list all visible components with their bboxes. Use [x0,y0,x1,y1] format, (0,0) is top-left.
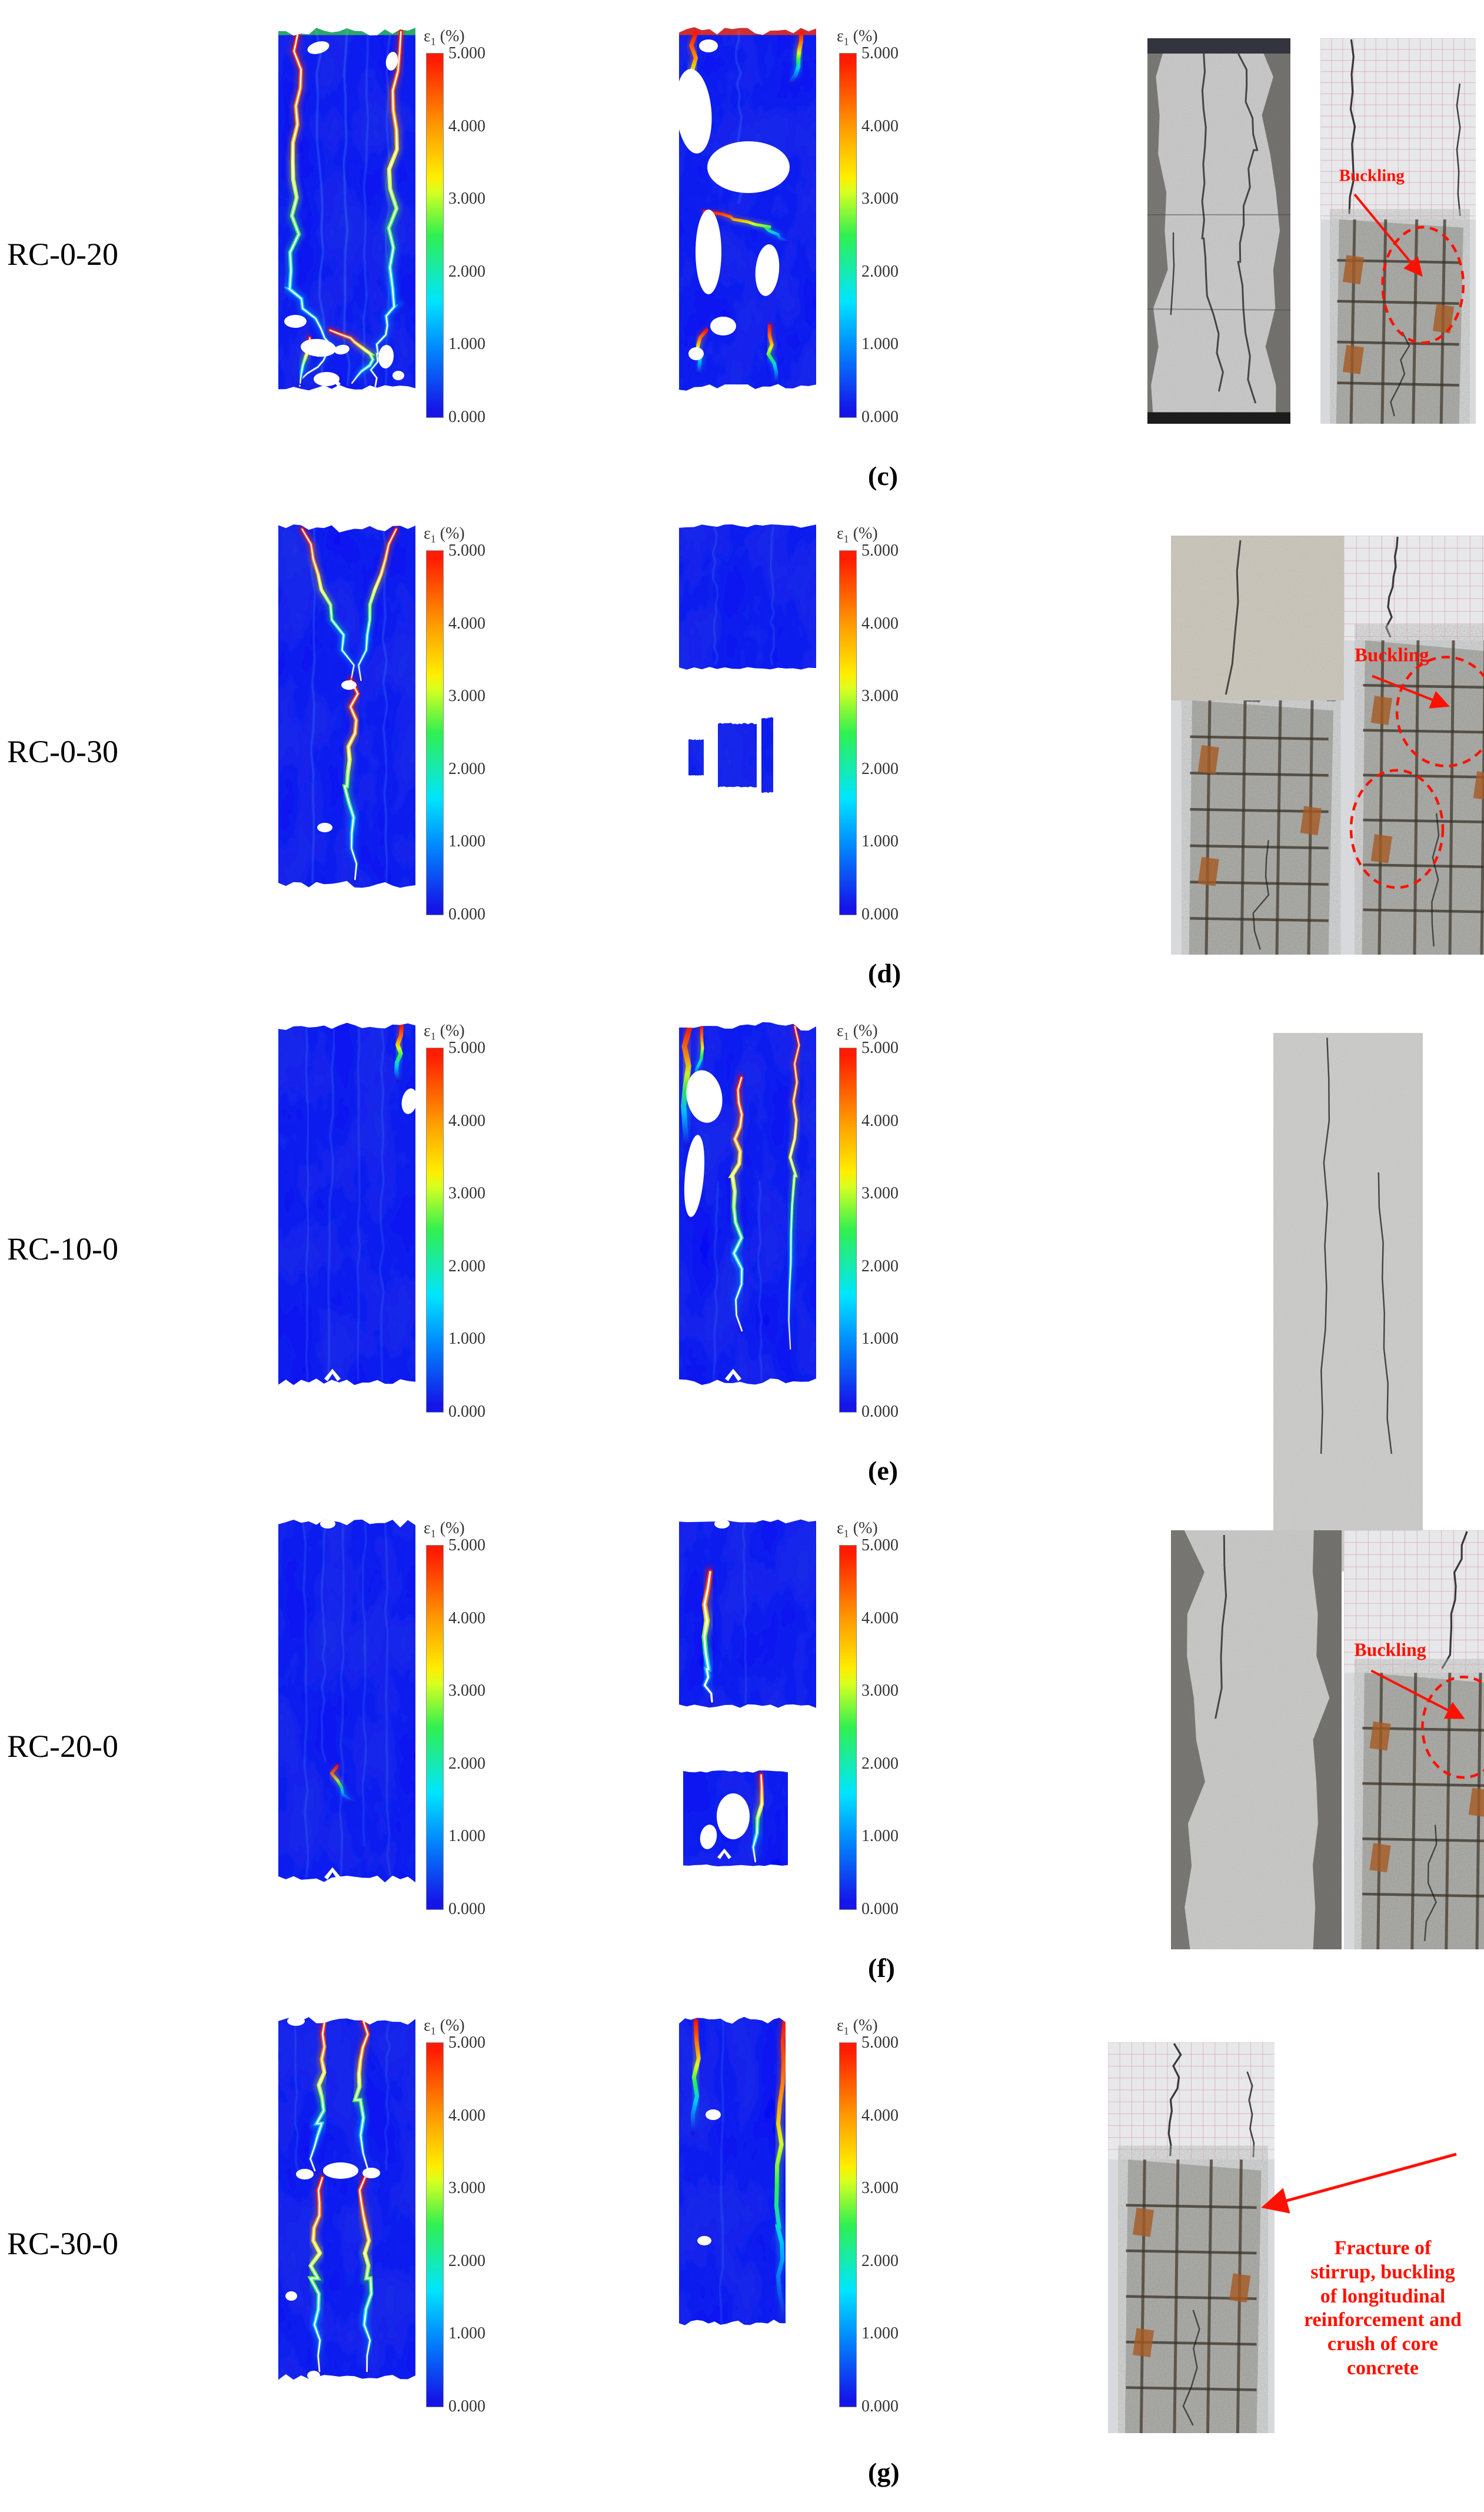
svg-text:Buckling: Buckling [1355,645,1429,666]
svg-text:Buckling: Buckling [1339,166,1405,185]
svg-text:Buckling: Buckling [1354,1640,1426,1660]
